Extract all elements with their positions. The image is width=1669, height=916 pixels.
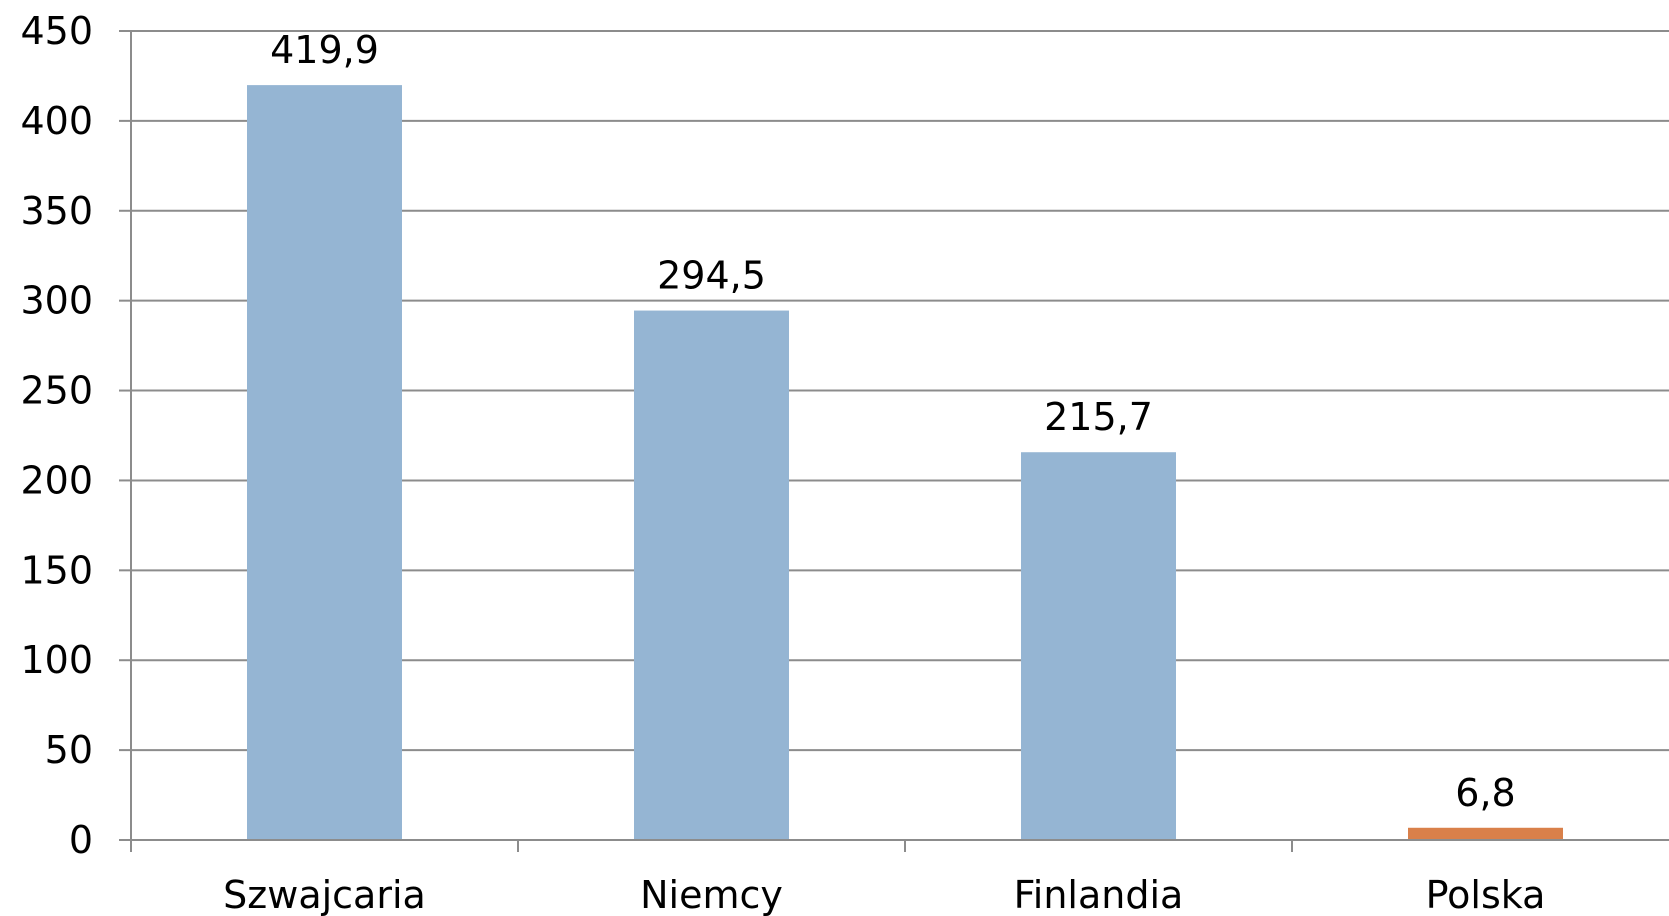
bar-polska: [1408, 827, 1563, 840]
y-tick-label: 350: [20, 189, 93, 233]
data-label: 419,9: [270, 28, 379, 72]
y-tick-label: 450: [20, 9, 93, 53]
bars: [247, 85, 1563, 841]
x-axis-category-labels: Szwajcaria Niemcy Finlandia Polska: [223, 873, 1545, 916]
y-tick-label: 300: [20, 279, 93, 323]
bar-niemcy: [634, 310, 789, 840]
data-label: 6,8: [1455, 771, 1515, 815]
data-label: 294,5: [657, 254, 766, 298]
x-category-label: Niemcy: [640, 873, 783, 916]
y-axis-tick-labels: 0 50 100 150 200 250 300 350 400 450: [20, 9, 131, 862]
x-category-label: Finlandia: [1014, 873, 1184, 916]
y-tick-label: 150: [20, 548, 93, 592]
y-tick-label: 200: [20, 458, 93, 502]
y-tick-label: 400: [20, 99, 93, 143]
y-tick-label: 100: [20, 638, 93, 682]
data-labels: 419,9 294,5 215,7 6,8: [270, 28, 1516, 815]
data-label: 215,7: [1044, 395, 1153, 439]
bar-finlandia: [1021, 452, 1176, 840]
bar-szwajcaria: [247, 85, 402, 841]
x-category-label: Polska: [1426, 873, 1546, 916]
y-tick-label: 0: [69, 818, 93, 862]
axes: [130, 31, 1669, 852]
y-tick-label: 250: [20, 369, 93, 413]
y-tick-label: 50: [45, 728, 93, 772]
x-category-label: Szwajcaria: [223, 873, 426, 916]
